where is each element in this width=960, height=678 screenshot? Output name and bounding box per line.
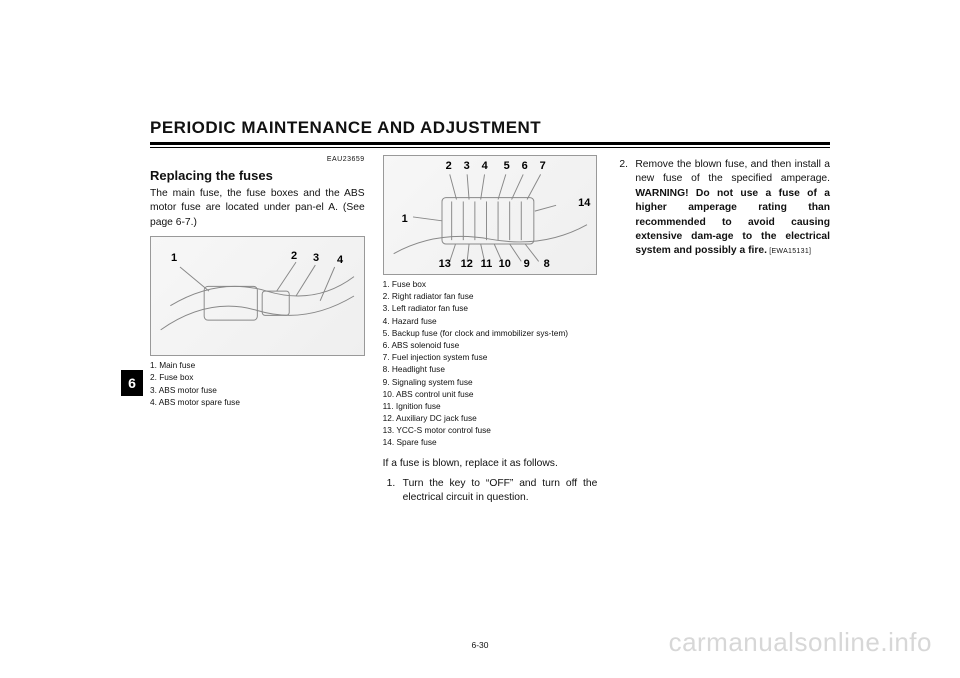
column-3: 2. Remove the blown fuse, and then insta… xyxy=(615,155,830,508)
figure-2-callout: 14 xyxy=(578,196,590,211)
figure-2: 2 3 4 5 6 7 1 14 13 12 11 10 9 8 xyxy=(383,155,598,275)
column-1: EAU23659 Replacing the fuses The main fu… xyxy=(150,155,365,508)
caption-item: 3. Left radiator fan fuse xyxy=(383,303,598,314)
figure-2-callout: 10 xyxy=(499,257,511,272)
caption-item: 1. Main fuse xyxy=(150,360,365,371)
caption-item: 4. ABS motor spare fuse xyxy=(150,397,365,408)
figure-2-captions: 1. Fuse box 2. Right radiator fan fuse 3… xyxy=(383,279,598,449)
header-rule-thick xyxy=(150,142,830,145)
figure-2-callout: 7 xyxy=(540,159,546,174)
caption-item: 6. ABS solenoid fuse xyxy=(383,340,598,351)
figure-2-callout: 13 xyxy=(439,257,451,272)
chapter-tab-label: 6 xyxy=(128,375,136,391)
step-list: 1. Turn the key to “OFF” and turn off th… xyxy=(383,477,598,506)
figure-2-callout: 4 xyxy=(482,159,488,174)
reference-code: [EWA15131] xyxy=(767,248,811,255)
figure-2-callout: 1 xyxy=(402,212,408,227)
figure-1-drawing xyxy=(151,237,364,355)
step-number: 2. xyxy=(619,158,628,172)
caption-item: 12. Auxiliary DC jack fuse xyxy=(383,413,598,424)
section-title: Replacing the fuses xyxy=(150,167,365,185)
page: PERIODIC MAINTENANCE AND ADJUSTMENT 6 EA… xyxy=(0,0,960,678)
caption-item: 2. Right radiator fan fuse xyxy=(383,291,598,302)
header-rule-thin xyxy=(150,147,830,148)
header-title: PERIODIC MAINTENANCE AND ADJUSTMENT xyxy=(150,118,830,138)
step-item: 1. Turn the key to “OFF” and turn off th… xyxy=(383,477,598,506)
caption-item: 14. Spare fuse xyxy=(383,437,598,448)
chapter-tab: 6 xyxy=(121,370,143,396)
caption-item: 2. Fuse box xyxy=(150,372,365,383)
doc-code: EAU23659 xyxy=(150,155,365,165)
figure-1: 1 2 3 4 xyxy=(150,236,365,356)
figure-1-captions: 1. Main fuse 2. Fuse box 3. ABS motor fu… xyxy=(150,360,365,408)
figure-2-callout: 2 xyxy=(446,159,452,174)
page-header: PERIODIC MAINTENANCE AND ADJUSTMENT xyxy=(150,118,830,148)
figure-1-callout: 1 xyxy=(171,251,177,266)
figure-2-callout: 6 xyxy=(522,159,528,174)
watermark: carmanualsonline.info xyxy=(669,627,932,658)
caption-item: 5. Backup fuse (for clock and immobilize… xyxy=(383,328,598,339)
step-number: 1. xyxy=(387,477,396,491)
caption-item: 10. ABS control unit fuse xyxy=(383,389,598,400)
column-2: 2 3 4 5 6 7 1 14 13 12 11 10 9 8 1. Fuse… xyxy=(383,155,598,508)
figure-2-callout: 3 xyxy=(464,159,470,174)
blown-fuse-intro: If a fuse is blown, replace it as follow… xyxy=(383,457,598,471)
warning-text: WARNING! Do not use a fuse of a higher a… xyxy=(635,188,830,257)
caption-item: 13. YCC-S motor control fuse xyxy=(383,425,598,436)
figure-2-callout: 8 xyxy=(544,257,550,272)
caption-item: 4. Hazard fuse xyxy=(383,316,598,327)
caption-item: 8. Headlight fuse xyxy=(383,364,598,375)
caption-item: 7. Fuel injection system fuse xyxy=(383,352,598,363)
content-columns: EAU23659 Replacing the fuses The main fu… xyxy=(150,155,830,508)
intro-paragraph: The main fuse, the fuse boxes and the AB… xyxy=(150,187,365,230)
caption-item: 3. ABS motor fuse xyxy=(150,385,365,396)
figure-2-callout: 11 xyxy=(481,257,493,272)
figure-1-callout: 2 xyxy=(291,249,297,264)
step-text-a: Remove the blown fuse, and then install … xyxy=(635,159,830,184)
caption-item: 9. Signaling system fuse xyxy=(383,377,598,388)
caption-item: 1. Fuse box xyxy=(383,279,598,290)
figure-2-callout: 9 xyxy=(524,257,530,272)
step-text: Turn the key to “OFF” and turn off the e… xyxy=(403,478,598,503)
figure-1-callout: 4 xyxy=(337,253,343,268)
figure-1-callout: 3 xyxy=(313,251,319,266)
figure-2-callout: 5 xyxy=(504,159,510,174)
step-item: 2. Remove the blown fuse, and then insta… xyxy=(615,158,830,259)
figure-2-callout: 12 xyxy=(461,257,473,272)
caption-item: 11. Ignition fuse xyxy=(383,401,598,412)
step-list: 2. Remove the blown fuse, and then insta… xyxy=(615,158,830,259)
